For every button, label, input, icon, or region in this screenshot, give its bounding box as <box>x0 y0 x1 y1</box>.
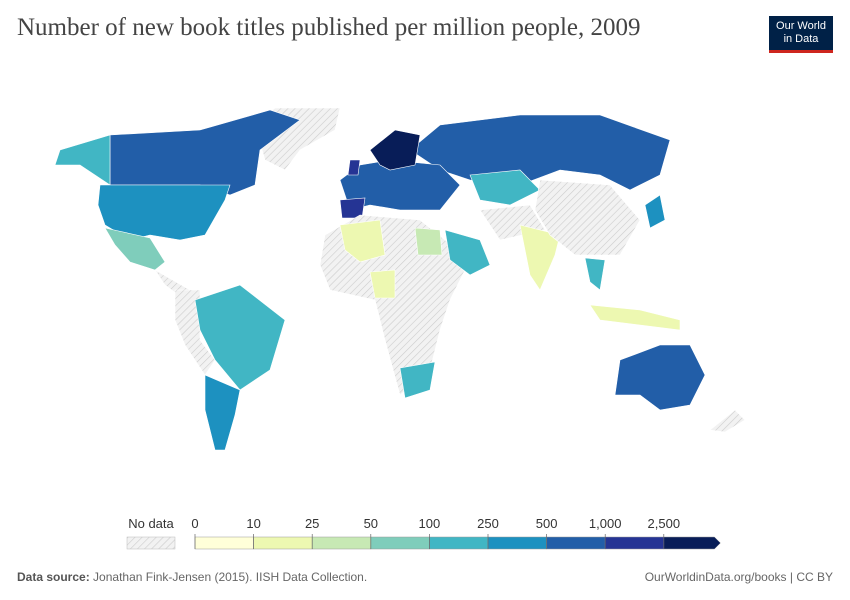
legend-tick-label: 2,500 <box>648 516 681 531</box>
country[interactable] <box>414 227 443 256</box>
title: Number of new book titles published per … <box>17 14 641 41</box>
logo[interactable]: Our World in Data <box>769 16 833 53</box>
legend-bin <box>429 536 489 550</box>
legend-no-data-label: No data <box>128 516 174 531</box>
country[interactable] <box>347 159 361 176</box>
legend-bin <box>194 536 254 550</box>
country[interactable] <box>644 194 666 229</box>
source-label: Data source: <box>17 570 90 584</box>
legend-tick-label: 25 <box>305 516 319 531</box>
legend-bin <box>604 536 665 550</box>
source-text: Jonathan Fink-Jensen (2015). IISH Data C… <box>93 570 368 584</box>
legend-tick-label: 0 <box>191 516 198 531</box>
legend-tick-label: 250 <box>477 516 499 531</box>
legend-bin <box>311 536 372 550</box>
country[interactable] <box>194 284 286 391</box>
country[interactable] <box>584 257 606 291</box>
legend-bin <box>487 536 547 550</box>
country[interactable] <box>369 269 396 299</box>
legend-tick-label: 500 <box>536 516 558 531</box>
legend-tick-label: 100 <box>419 516 441 531</box>
legend: No data 0 10 25 50 100 250 500 1,000 2,500 <box>126 516 721 550</box>
country[interactable] <box>369 129 421 171</box>
countries <box>54 107 746 451</box>
country[interactable] <box>589 304 681 331</box>
legend-bin <box>253 536 313 550</box>
country[interactable] <box>54 134 111 186</box>
country[interactable] <box>204 374 241 451</box>
legend-bin <box>546 536 606 550</box>
legend-bin <box>663 536 721 550</box>
country[interactable] <box>444 229 491 276</box>
legend-no-data-swatch <box>126 536 176 550</box>
country[interactable] <box>534 179 641 256</box>
source: Data source: Jonathan Fink-Jensen (2015)… <box>17 570 367 584</box>
country[interactable] <box>399 361 436 399</box>
logo-line: Our World <box>776 20 826 32</box>
legend-tick-label: 10 <box>246 516 260 531</box>
country[interactable] <box>339 219 386 263</box>
country[interactable] <box>709 409 746 433</box>
legend-tick-label: 50 <box>364 516 378 531</box>
country[interactable] <box>614 344 706 411</box>
country[interactable] <box>97 184 231 241</box>
logo-line: in Data <box>783 33 819 45</box>
country[interactable] <box>409 114 671 191</box>
map: No data 0 10 25 50 100 250 500 1,000 2,500 <box>54 107 746 550</box>
legend-tick-label: 1,000 <box>589 516 622 531</box>
link[interactable]: OurWorldinData.org/books | CC BY <box>644 570 833 584</box>
country[interactable] <box>469 169 541 206</box>
legend-bin <box>370 536 430 550</box>
